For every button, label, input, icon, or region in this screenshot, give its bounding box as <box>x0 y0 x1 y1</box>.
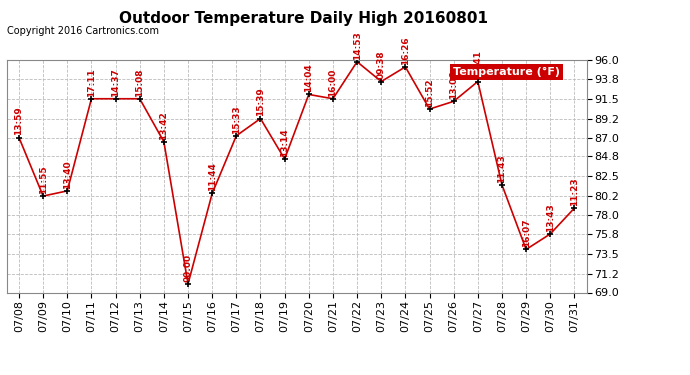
Text: Outdoor Temperature Daily High 20160801: Outdoor Temperature Daily High 20160801 <box>119 11 488 26</box>
Text: 00:00: 00:00 <box>184 254 193 282</box>
Text: 13:06: 13:06 <box>449 70 458 99</box>
Text: Copyright 2016 Cartronics.com: Copyright 2016 Cartronics.com <box>7 26 159 36</box>
Text: 15:08: 15:08 <box>135 68 144 97</box>
Text: 16:00: 16:00 <box>328 68 337 97</box>
Text: 16:07: 16:07 <box>522 219 531 247</box>
Text: 15:52: 15:52 <box>425 78 434 107</box>
Text: Temperature (°F): Temperature (°F) <box>453 67 560 77</box>
Text: 14:37: 14:37 <box>111 68 120 97</box>
Text: 11:23: 11:23 <box>570 177 579 206</box>
Text: 09:38: 09:38 <box>377 51 386 80</box>
Text: 15:39: 15:39 <box>256 88 265 116</box>
Text: 14:53: 14:53 <box>353 31 362 60</box>
Text: 17:11: 17:11 <box>87 68 96 97</box>
Text: 14:04: 14:04 <box>304 63 313 92</box>
Text: 16:26: 16:26 <box>401 36 410 65</box>
Text: 15:33: 15:33 <box>232 105 241 134</box>
Text: 13:40: 13:40 <box>63 160 72 189</box>
Text: 11:43: 11:43 <box>497 154 506 183</box>
Text: 11:55: 11:55 <box>39 165 48 194</box>
Text: 11:44: 11:44 <box>208 162 217 191</box>
Text: 13:43: 13:43 <box>546 203 555 232</box>
Text: 14:41: 14:41 <box>473 51 482 80</box>
Text: 13:59: 13:59 <box>14 106 23 135</box>
Text: 13:42: 13:42 <box>159 111 168 140</box>
Text: 13:14: 13:14 <box>280 128 289 157</box>
